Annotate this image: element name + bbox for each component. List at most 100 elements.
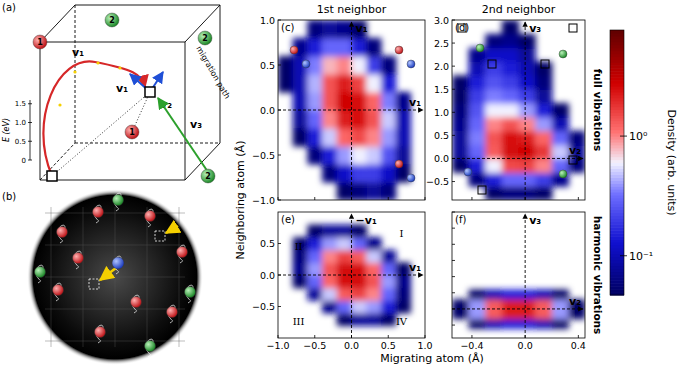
jump-arrow xyxy=(166,226,178,233)
vacancy-icon xyxy=(541,60,549,68)
density-cell xyxy=(337,225,352,238)
y-tick xyxy=(452,212,455,213)
icon-atom xyxy=(464,168,472,176)
density-cells xyxy=(452,20,585,200)
density-cell xyxy=(366,262,381,275)
y-tick-label: −0.5 xyxy=(252,301,275,312)
cube-edge xyxy=(75,5,76,143)
y-tick-label: 1.5 xyxy=(434,84,449,95)
density-cell xyxy=(381,110,396,129)
density-cell xyxy=(452,131,469,145)
colorbar-tick-label: 10⁰ xyxy=(629,130,648,143)
vector-label: v₃ xyxy=(529,22,541,35)
density-cell xyxy=(307,38,322,57)
density-cell xyxy=(322,20,337,39)
density-cell xyxy=(307,237,322,250)
density-cell xyxy=(381,288,396,301)
density-cell xyxy=(381,313,396,326)
y-tick-label: 0.0 xyxy=(260,270,275,281)
row-label: full vibrations xyxy=(592,69,604,152)
density-cell xyxy=(337,313,352,326)
atom-label: 1 xyxy=(37,38,43,47)
density-cell xyxy=(485,290,502,300)
atom xyxy=(57,227,68,238)
y-tick xyxy=(452,308,455,309)
atom xyxy=(93,207,104,218)
density-cell xyxy=(485,117,502,131)
atom xyxy=(167,307,178,318)
density-cell xyxy=(502,34,519,48)
density-cell xyxy=(307,288,322,301)
density-cell xyxy=(337,237,352,250)
vector-arrow xyxy=(158,98,208,172)
density-cell xyxy=(485,309,502,319)
density-cell xyxy=(293,92,308,111)
atom xyxy=(131,297,142,308)
atom xyxy=(145,211,156,222)
x-tick xyxy=(525,335,526,338)
colorbar-frame xyxy=(610,30,624,295)
y-tick-label: 0.5 xyxy=(260,238,275,249)
density-cell xyxy=(352,313,367,326)
colorbar-tick-label: 10⁻¹ xyxy=(629,250,653,263)
density-cell xyxy=(322,225,337,238)
density-cell xyxy=(278,56,293,75)
path-dot xyxy=(73,70,76,73)
x-tick xyxy=(471,197,472,200)
y-tick-label: 2.5 xyxy=(434,38,449,49)
y-tick-label: 0.5 xyxy=(434,130,449,141)
energy-axis xyxy=(30,100,31,160)
density-cell xyxy=(322,164,337,183)
x-tick xyxy=(351,335,352,338)
density-cell xyxy=(396,300,411,313)
lattice-line xyxy=(147,207,148,347)
density-cell xyxy=(307,92,322,111)
vector-label: v₃ xyxy=(529,214,541,227)
density-cell xyxy=(485,158,502,172)
density-cell xyxy=(452,103,469,117)
density-cell xyxy=(502,131,519,145)
lattice-line xyxy=(45,309,185,310)
density-cell xyxy=(396,128,411,147)
density-cell xyxy=(469,319,486,329)
density-cell xyxy=(278,74,293,93)
y-tick xyxy=(278,20,281,21)
density-cells xyxy=(452,290,585,329)
density-cell xyxy=(366,164,381,183)
x-tick-label: 0.4 xyxy=(571,340,586,351)
path-dot xyxy=(96,61,99,64)
quadrant-label: III xyxy=(293,316,305,327)
density-cell xyxy=(337,38,352,57)
column-title: 2nd neighbor xyxy=(482,3,556,16)
density-cell xyxy=(352,20,367,39)
density-cell xyxy=(337,56,352,75)
x-tick xyxy=(278,335,279,338)
atom-label: 1 xyxy=(129,128,135,137)
density-cell xyxy=(469,131,486,145)
density-cell xyxy=(519,172,536,186)
density-cell xyxy=(337,262,352,275)
vacancy-icon xyxy=(569,156,577,164)
atom xyxy=(35,267,46,278)
y-tick xyxy=(452,20,455,21)
x-tick-label: 0.0 xyxy=(344,340,359,351)
density-cell xyxy=(535,299,552,309)
y-tick xyxy=(452,135,455,136)
atom-label: 2 xyxy=(202,34,208,43)
density-cell xyxy=(352,38,367,57)
y-tick xyxy=(278,155,281,156)
x-tick xyxy=(425,335,426,338)
icon-atom xyxy=(559,170,567,178)
x-tick xyxy=(314,335,315,338)
sphere-bg xyxy=(27,189,203,365)
density-cell xyxy=(519,103,536,117)
y-axis-arrow xyxy=(525,22,526,200)
density-cell xyxy=(519,75,536,89)
y-tick-label: −1.0 xyxy=(252,195,275,206)
density-cell xyxy=(535,172,552,186)
density-cell xyxy=(535,319,552,329)
icon-atom xyxy=(302,60,310,68)
density-cell xyxy=(502,290,519,300)
density-cell xyxy=(452,309,469,319)
density-cell xyxy=(535,145,552,159)
